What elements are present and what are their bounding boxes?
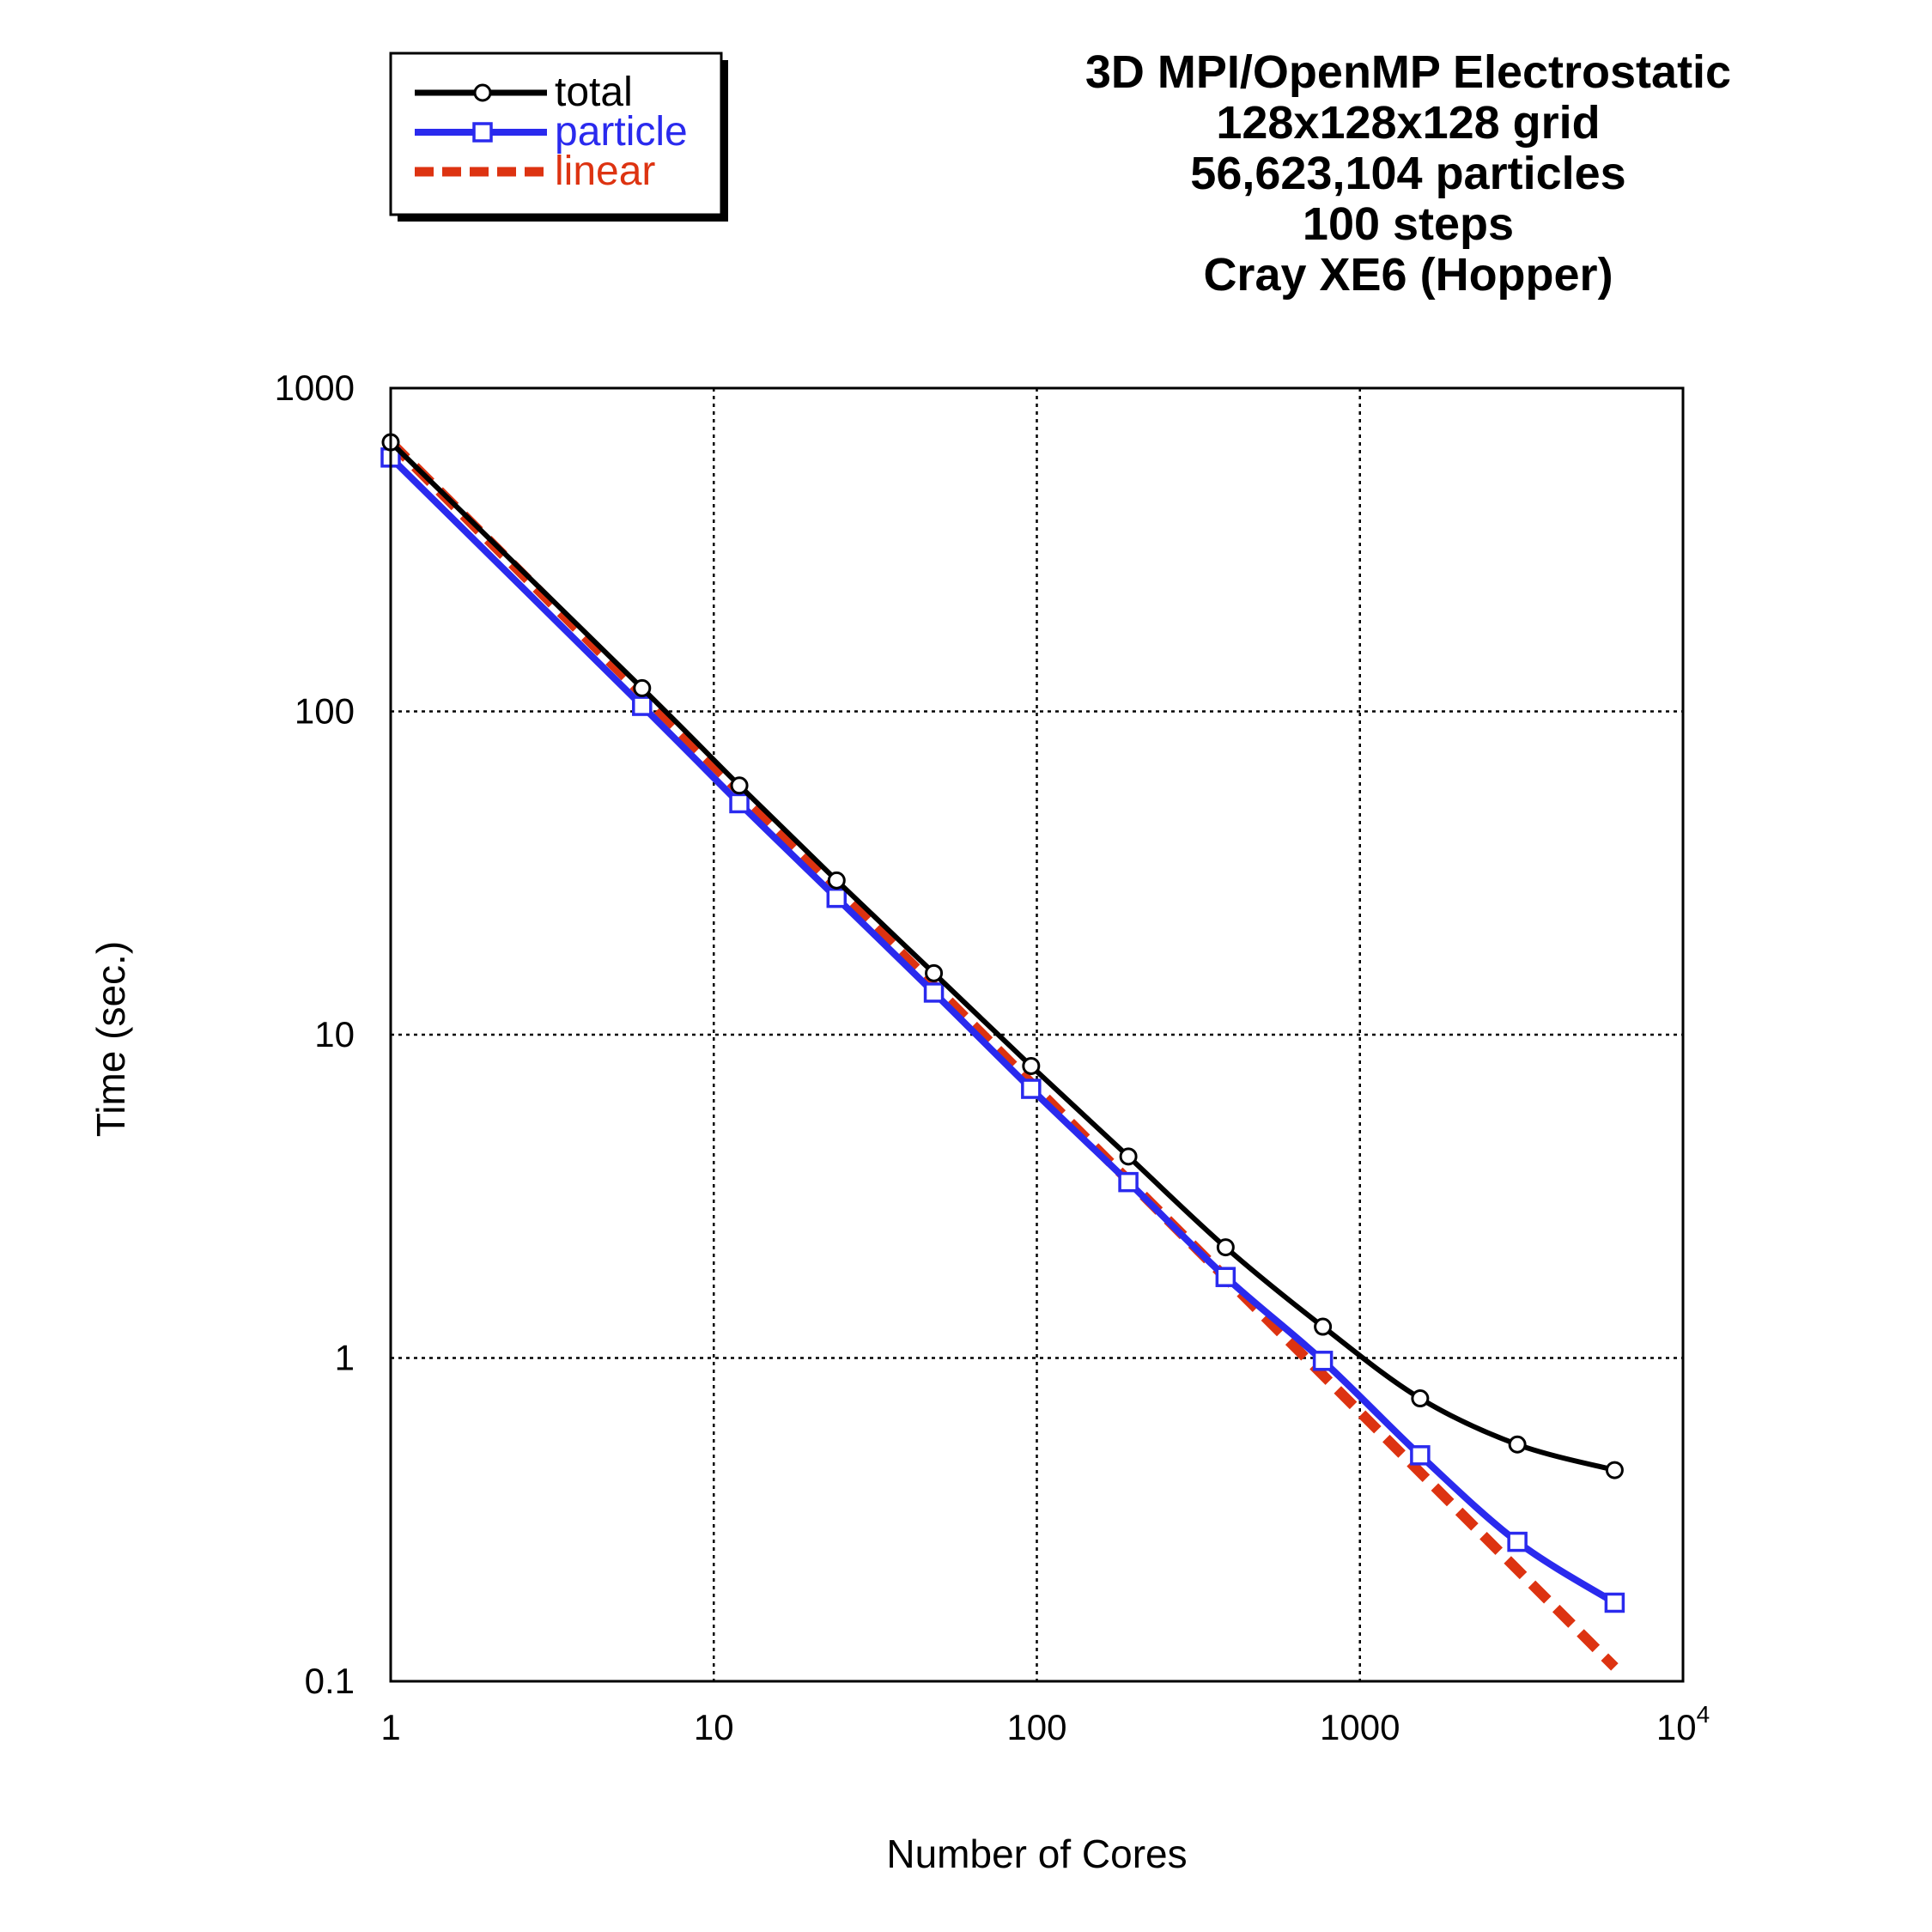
data-point-total	[1605, 1461, 1624, 1479]
y-tick-label: 1	[335, 1338, 355, 1378]
data-point-particle	[1118, 1171, 1139, 1193]
x-tick-exponent: 4	[1697, 1701, 1710, 1728]
data-point-total	[1216, 1238, 1235, 1257]
title-line: 56,623,104 particles	[1190, 148, 1625, 199]
legend-item-linear: linear	[415, 149, 655, 194]
data-point-particle	[1215, 1267, 1236, 1287]
x-tick-label: 10	[694, 1707, 734, 1747]
series-line-total	[388, 440, 1618, 1473]
data-point-total	[633, 678, 652, 697]
data-point-total	[1022, 1056, 1041, 1075]
legend-label-particle: particle	[555, 109, 688, 155]
data-point-total	[1508, 1435, 1527, 1454]
data-point-particle	[1021, 1078, 1042, 1099]
series-total	[381, 433, 1624, 1479]
series-layer	[380, 433, 1625, 1671]
x-axis-label: Number of Cores	[886, 1832, 1187, 1876]
y-tick-label: 10	[314, 1014, 355, 1054]
legend-marker-particle	[472, 122, 493, 143]
x-tick-label: 104	[1656, 1701, 1710, 1747]
series-particle	[380, 447, 1625, 1613]
legend-label-total: total	[555, 70, 633, 115]
data-point-total	[1314, 1317, 1333, 1336]
data-point-total	[1411, 1389, 1430, 1408]
data-point-particle	[1410, 1445, 1431, 1466]
plot-frame	[389, 386, 1685, 1683]
x-tick-label: 100	[1006, 1707, 1066, 1747]
data-point-particle	[1604, 1592, 1625, 1613]
data-point-total	[925, 963, 944, 982]
data-point-total	[1119, 1147, 1138, 1166]
series-line-linear	[386, 438, 1619, 1671]
title-line: 100 steps	[1303, 198, 1514, 250]
data-point-particle	[826, 887, 848, 908]
x-tick-label: 1	[380, 1707, 400, 1747]
x-axis-ticks: 1 10 100 1000 104	[380, 1701, 1710, 1747]
x-tick-label: 1000	[1320, 1707, 1400, 1747]
grid-lines	[391, 388, 1683, 1681]
y-tick-label: 0.1	[305, 1661, 355, 1701]
y-tick-label: 1000	[275, 368, 355, 408]
data-point-particle	[632, 696, 653, 716]
y-tick-label: 100	[295, 691, 355, 732]
legend-item-particle: particle	[415, 109, 688, 155]
data-point-particle	[1312, 1351, 1334, 1371]
y-axis-ticks: 0.1 1 10 100 1000	[275, 368, 355, 1701]
data-point-particle	[729, 793, 750, 814]
y-axis-label: Time (sec.)	[88, 941, 133, 1137]
series-linear	[386, 438, 1619, 1671]
legend-item-total: total	[415, 70, 633, 115]
legend-marker-total	[473, 83, 492, 102]
legend-label-linear: linear	[555, 149, 655, 194]
title-line: 3D MPI/OpenMP Electrostatic	[1085, 46, 1731, 98]
title-line: 128x128x128 grid	[1216, 97, 1600, 149]
data-point-total	[827, 871, 846, 890]
data-point-particle	[1507, 1531, 1528, 1552]
data-point-total	[730, 776, 749, 795]
data-point-particle	[923, 982, 945, 1003]
title-line: Cray XE6 (Hopper)	[1203, 249, 1613, 301]
